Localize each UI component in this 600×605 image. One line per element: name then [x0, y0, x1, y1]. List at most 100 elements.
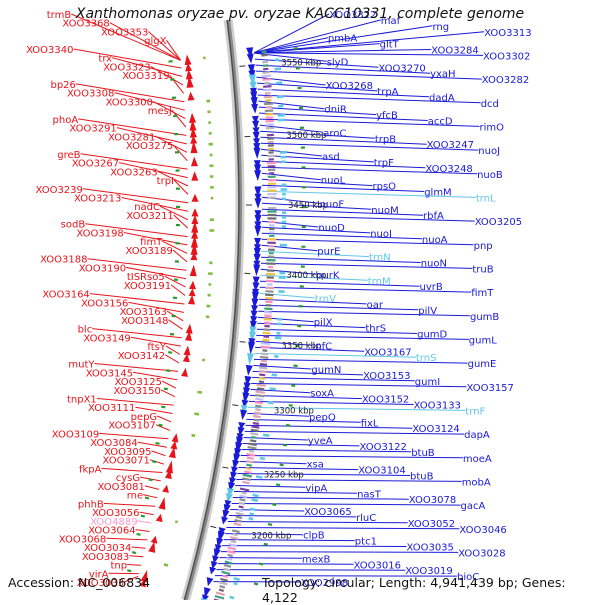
- gc-content-stripe: [253, 416, 260, 417]
- gc-content-stripe: [262, 52, 267, 53]
- minus-strand-gene: [181, 368, 188, 377]
- gc-content-stripe: [261, 361, 267, 362]
- feature-mark: [272, 375, 277, 376]
- plus-strand-gene-label: soxA: [310, 389, 334, 400]
- gc-content-stripe: [263, 86, 271, 87]
- gene-label-connector: [258, 311, 470, 316]
- minus-strand-gene-label: XOO3263: [110, 167, 157, 178]
- plus-strand-gene-label: pepQ: [309, 412, 336, 423]
- gc-content-stripe: [255, 409, 260, 410]
- plus-strand-gene-label: nuoF: [320, 199, 345, 210]
- gc-content-stripe: [264, 319, 272, 320]
- gc-content-stripe: [238, 510, 243, 511]
- gc-content-stripe: [249, 451, 254, 452]
- track-tick: [132, 552, 136, 553]
- gc-content-stripe: [227, 558, 233, 559]
- plus-strand-gene-label: oar: [367, 300, 384, 311]
- backbone-outer: [186, 20, 240, 600]
- gene-label-connector: [262, 179, 373, 185]
- plus-strand-gene-label: pilV: [418, 306, 437, 317]
- plus-strand-gene-label: gumB: [470, 312, 499, 323]
- scale-tick: [232, 405, 238, 406]
- gc-content-stripe: [263, 336, 269, 337]
- minus-strand-gene-label: trpI: [157, 176, 174, 187]
- gene-label-connector: [169, 320, 183, 330]
- minus-strand-gene-label: XOO3300: [106, 97, 153, 108]
- plus-strand-gene-label: trpA: [377, 87, 398, 98]
- track-tick: [161, 407, 165, 408]
- gc-content-stripe: [261, 354, 268, 355]
- gc-content-stripe: [223, 576, 228, 577]
- plus-strand-gene-label: purE: [317, 247, 340, 258]
- plus-strand-gene-label: trnV: [315, 294, 336, 305]
- plus-strand-gene-label: pmbA: [328, 34, 357, 45]
- feature-mark: [250, 509, 256, 510]
- gc-content-stripe: [264, 309, 272, 310]
- plus-strand-gene-label: XOO3268: [326, 81, 373, 92]
- gc-content-stripe: [250, 440, 256, 441]
- gc-content-stripe: [215, 596, 224, 599]
- plus-strand-gene-label: pilX: [314, 318, 333, 329]
- gc-content-stripe: [239, 506, 244, 507]
- scale-tick-label: 3500 kbp: [286, 131, 326, 141]
- plus-strand-gene-label: nuoJ: [478, 146, 500, 157]
- plus-strand-gene: [251, 104, 258, 114]
- minus-strand-gene-label: XOO3142: [118, 351, 165, 362]
- gc-content-stripe: [250, 433, 258, 434]
- plus-strand-gene-label: pnp: [474, 241, 493, 252]
- plus-strand-gene-label: uvrB: [420, 282, 443, 293]
- plus-strand-gene-label: gltT: [380, 40, 400, 51]
- scale-tick: [239, 66, 245, 67]
- gc-content-stripe: [262, 340, 269, 341]
- plus-strand-gene-label: purK: [316, 270, 340, 281]
- gc-content-stripe: [232, 530, 240, 532]
- gc-content-stripe: [251, 437, 256, 438]
- minus-strand-gene-label: XOO3149: [83, 333, 130, 344]
- plus-strand-gene-label: mobA: [462, 477, 491, 488]
- plus-strand-gene-label: nuoL: [321, 176, 346, 187]
- gc-content-stripe: [260, 364, 267, 365]
- minus-strand-gene: [190, 265, 197, 277]
- minus-strand-gene: [162, 485, 169, 493]
- plus-strand-gene-label: ptc1: [355, 537, 377, 548]
- gc-content-stripe: [251, 426, 259, 427]
- gc-content-stripe: [246, 461, 253, 462]
- plus-strand-gene-label: XOO3035: [407, 543, 454, 554]
- gc-content-stripe: [228, 548, 236, 550]
- gc-content-stripe: [256, 392, 265, 393]
- gene-label-connector: [161, 390, 175, 397]
- plus-strand-gene-label: XOO3153: [363, 371, 410, 382]
- scale-tick-label: 3550 kbp: [281, 59, 321, 69]
- track-tick: [159, 425, 163, 426]
- track-tick: [254, 583, 258, 584]
- plus-strand-gene-label: rpsO: [373, 182, 397, 193]
- gc-content-stripe: [243, 475, 252, 477]
- track-tick: [272, 504, 276, 505]
- plus-strand-gene-label: nasT: [357, 489, 382, 500]
- gc-content-stripe: [224, 565, 231, 567]
- feature-mark: [275, 60, 280, 61]
- plus-strand-gene-label: XOO3046: [459, 525, 506, 536]
- track-tick: [168, 352, 172, 353]
- gc-content-stripe: [263, 79, 271, 80]
- gene-label-connector: [218, 564, 354, 565]
- plus-strand-gene: [209, 567, 216, 575]
- plus-strand-gene-label: fimT: [471, 288, 494, 299]
- plus-strand-gene-label: yxaH: [430, 69, 455, 80]
- plus-strand-gene-label: trnF: [465, 406, 485, 417]
- gc-content-stripe: [220, 586, 225, 587]
- gc-content-stripe: [255, 399, 263, 400]
- gene-label-connector: [234, 492, 357, 494]
- minus-strand-gene-label: XOO3340: [26, 45, 73, 56]
- gene-label-connector: [222, 546, 406, 547]
- plus-strand-gene-label: XOO3284: [431, 46, 478, 57]
- plus-strand-gene-label: XOO3028: [458, 548, 505, 559]
- gc-content-stripe: [265, 111, 273, 112]
- plus-strand-gene-label: XOO3247: [427, 140, 474, 151]
- plus-strand-gene-label: btuB: [410, 472, 434, 483]
- gc-content-stripe: [265, 288, 274, 289]
- track-tick: [280, 465, 284, 466]
- gene-label-connector: [233, 498, 409, 500]
